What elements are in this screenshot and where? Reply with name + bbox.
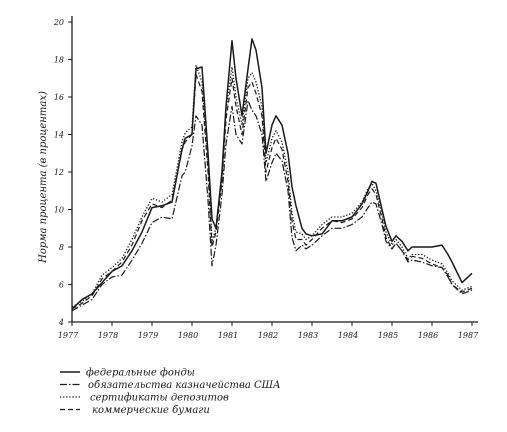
x-tick-label: 1983 [298, 331, 318, 340]
y-axis-label: Норма процента (в процентах) [38, 91, 49, 264]
y-tick-label: 20 [53, 18, 64, 27]
x-tick-label: 1979 [138, 331, 158, 340]
x-tick-label: 1982 [258, 331, 278, 340]
axes: 4 6 8 10 12 14 16 18 20 1977 1978 1979 1980 1981 1982 1… [38, 16, 479, 340]
x-tick-label: 1984 [338, 331, 358, 340]
series-line-2 [71, 100, 473, 312]
series-line-4 [71, 73, 473, 310]
legend-label-4: коммерческие бумаги [92, 405, 210, 416]
series-line-1 [71, 38, 473, 310]
y-tick-label: 4 [58, 318, 64, 327]
series-line-3 [71, 64, 473, 308]
y-tick-label: 8 [59, 243, 64, 252]
legend-label-1: федеральные фонды [86, 368, 195, 379]
y-tick-label: 16 [54, 93, 64, 102]
y-tick-label: 6 [59, 281, 64, 290]
series-layer [71, 38, 473, 312]
legend-label-3: сертификаты депозитов [90, 393, 229, 404]
y-tick-label: 10 [54, 206, 64, 215]
x-tick-label: 1977 [58, 331, 79, 340]
x-tick-label: 1980 [178, 331, 198, 340]
y-tick-label: 14 [54, 131, 64, 140]
x-tick-label: 1978 [98, 331, 118, 340]
x-tick-label: 1986 [418, 331, 438, 340]
legend-label-2: обязательства казначейства США [88, 380, 281, 391]
y-tick-label: 18 [54, 56, 64, 65]
x-tick-label: 1985 [378, 331, 398, 340]
x-tick-label: 1987 [458, 331, 479, 340]
x-tick-label: 1981 [218, 331, 238, 340]
y-tick-label: 12 [54, 168, 64, 177]
